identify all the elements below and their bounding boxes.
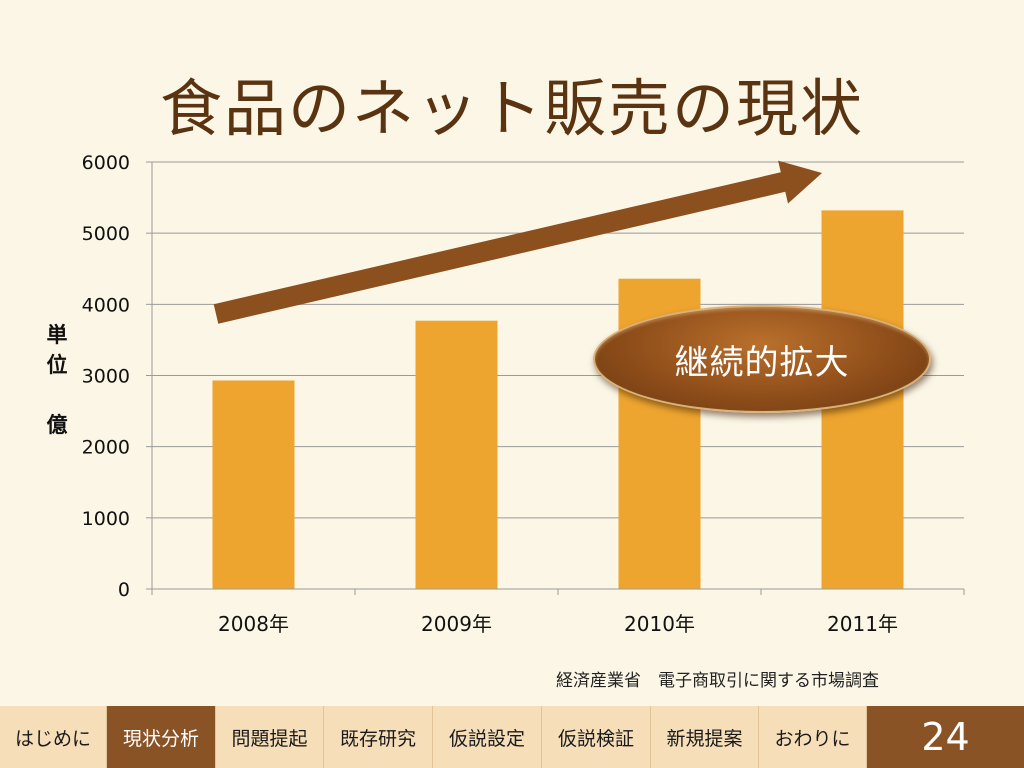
y-tick-label: 4000 [82, 294, 130, 316]
nav-item-label: 仮説設定 [448, 727, 525, 750]
bar-1 [212, 380, 295, 589]
nav-item-genjou-bunseki[interactable]: 現状分析 [107, 706, 216, 768]
bar-2 [415, 320, 498, 589]
y-tick-label: 2000 [82, 437, 130, 459]
y-axis-label-char [42, 380, 72, 410]
page-number: 24 [867, 706, 1024, 768]
y-tick-label: 5000 [82, 223, 130, 245]
nav-item-kizon-kenkyuu[interactable]: 既存研究 [324, 706, 433, 768]
x-tick-label: 2009年 [421, 612, 492, 636]
y-tick-label: 3000 [82, 366, 130, 388]
callout-text: 継続的拡大 [674, 342, 850, 383]
nav-item-shinki-teian[interactable]: 新規提案 [651, 706, 759, 768]
y-axis-label: 単 位 億 [42, 320, 72, 440]
x-tick-label: 2011年 [827, 612, 898, 636]
nav-item-label: 仮説検証 [557, 727, 634, 750]
nav-item-label: 既存研究 [339, 727, 416, 750]
slide-title: 食品のネット販売の現状 [159, 72, 864, 145]
callout-bubble: 継続的拡大 [593, 305, 931, 413]
x-tick-label: 2008年 [218, 612, 289, 636]
y-axis-label-char: 単 [46, 323, 68, 347]
nav-item-kasetsu-kenshou[interactable]: 仮説検証 [542, 706, 651, 768]
nav-item-hajimeni[interactable]: はじめに [0, 706, 107, 768]
trend-arrow [213, 160, 822, 324]
nav-item-label: おわりに [774, 727, 851, 750]
x-tick-label: 2010年 [624, 612, 695, 636]
source-note: 経済産業省 電子商取引に関する市場調査 [556, 671, 879, 691]
nav-item-label: 新規提案 [666, 727, 743, 750]
y-tick-label: 0 [118, 579, 130, 601]
nav-item-kasetsu-settei[interactable]: 仮説設定 [433, 706, 542, 768]
y-axis-label-char: 億 [46, 413, 68, 437]
y-tick-label: 1000 [82, 508, 130, 530]
section-navbar: はじめに 現状分析 問題提起 既存研究 仮説設定 仮説検証 新規提案 おわりに … [0, 706, 1024, 768]
nav-item-label: 問題提起 [231, 727, 308, 750]
y-axis-label-char: 位 [46, 353, 68, 377]
nav-item-label: 現状分析 [122, 727, 199, 750]
y-tick-label: 6000 [82, 152, 130, 174]
nav-item-owarini[interactable]: おわりに [759, 706, 867, 768]
nav-item-mondai-teiki[interactable]: 問題提起 [216, 706, 324, 768]
nav-item-label: はじめに [14, 727, 91, 750]
